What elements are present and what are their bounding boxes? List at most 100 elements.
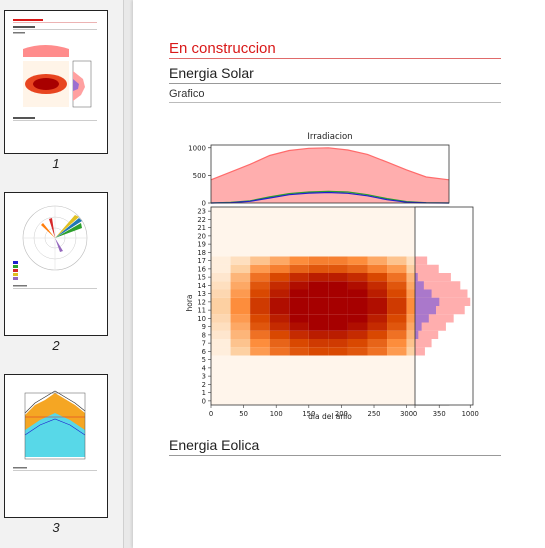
heatmap-xtick-label-4: 200 bbox=[335, 410, 348, 418]
heatmap-cell bbox=[367, 322, 388, 331]
heatmap-ytick-label-8: 8 bbox=[202, 331, 206, 339]
heatmap-cell bbox=[250, 330, 270, 339]
heatmap-cell bbox=[250, 281, 270, 290]
heatmap-cell bbox=[367, 314, 388, 323]
histogram-bar bbox=[415, 306, 436, 315]
heatmap-cell bbox=[250, 297, 270, 306]
heatmap-cell bbox=[308, 256, 329, 265]
heatmap-cell bbox=[328, 264, 348, 273]
heatmap-cell bbox=[347, 281, 368, 290]
heatmap-cell bbox=[367, 289, 388, 298]
histogram-frame bbox=[414, 206, 474, 406]
heatmap-cell bbox=[250, 347, 270, 356]
histogram-bar bbox=[415, 297, 471, 306]
histogram-bar bbox=[415, 297, 440, 306]
heatmap-xtick-label-0: 0 bbox=[209, 410, 213, 418]
heatmap-cell bbox=[289, 314, 309, 323]
histogram-bar bbox=[415, 289, 468, 298]
histogram-bar bbox=[415, 273, 418, 282]
heading-construction: En construccion bbox=[169, 40, 501, 59]
heatmap-cell bbox=[211, 264, 231, 273]
heatmap-cell bbox=[387, 264, 407, 273]
heatmap-cell bbox=[387, 306, 407, 315]
heatmap-ytick-label-23: 23 bbox=[197, 208, 206, 216]
histogram-bar bbox=[415, 339, 432, 348]
heatmap-cell bbox=[347, 314, 368, 323]
heatmap-cell bbox=[387, 347, 407, 356]
heatmap-cell bbox=[347, 289, 368, 298]
heatmap-ytick-label-9: 9 bbox=[202, 323, 206, 331]
heatmap-ytick-label-0: 0 bbox=[202, 397, 206, 405]
histogram-bar bbox=[415, 273, 451, 282]
heatmap-cell bbox=[269, 297, 290, 306]
heatmap-cell bbox=[250, 256, 270, 265]
page-thumbnail-1-preview bbox=[13, 19, 97, 121]
heatmap-cell bbox=[211, 273, 231, 282]
heatmap-cell bbox=[230, 256, 251, 265]
heatmap-cell bbox=[289, 330, 309, 339]
heatmap-cell bbox=[367, 256, 388, 265]
page-thumbnail-3-preview bbox=[13, 390, 97, 471]
heatmap-ytick-label-1: 1 bbox=[202, 389, 206, 397]
series-line-0 bbox=[210, 147, 450, 181]
heatmap-cell bbox=[230, 273, 251, 282]
heatmap-cell bbox=[211, 289, 231, 298]
heatmap-cell bbox=[230, 330, 251, 339]
heatmap-ytick-label-7: 7 bbox=[202, 340, 206, 348]
page-thumbnail-1[interactable] bbox=[4, 10, 108, 154]
heatmap-cell bbox=[269, 289, 290, 298]
heatmap-cell bbox=[211, 322, 231, 331]
heatmap-xlabel: dia del anio bbox=[308, 412, 352, 421]
page-thumbnail-3[interactable] bbox=[4, 374, 108, 518]
histogram-bar bbox=[415, 322, 422, 331]
heatmap-cell bbox=[328, 347, 348, 356]
page-number-2: 2 bbox=[52, 338, 60, 353]
top-axes: 0 500 1000 bbox=[188, 144, 450, 208]
heatmap-cell bbox=[269, 314, 290, 323]
heatmap-cell bbox=[211, 314, 231, 323]
heatmap-cell bbox=[347, 347, 368, 356]
histogram-bar bbox=[415, 289, 432, 298]
heatmap-cell bbox=[308, 273, 329, 282]
heatmap-cell bbox=[308, 281, 329, 290]
heatmap-cell bbox=[308, 264, 329, 273]
heatmap-cell bbox=[347, 297, 368, 306]
heatmap-cell bbox=[367, 273, 388, 282]
heatmap-cell bbox=[387, 314, 407, 323]
heatmap-cell bbox=[289, 347, 309, 356]
histogram-bar bbox=[415, 322, 446, 331]
heatmap-ylabel: hora bbox=[185, 294, 194, 311]
heatmap-cell bbox=[269, 339, 290, 348]
heatmap-cell bbox=[230, 289, 251, 298]
histogram-bar bbox=[415, 256, 428, 265]
heatmap-cell bbox=[347, 306, 368, 315]
heatmap-ytick-label-5: 5 bbox=[202, 356, 206, 364]
heatmap-ytick-label-10: 10 bbox=[197, 315, 206, 323]
page-thumbnail-2[interactable] bbox=[4, 192, 108, 336]
heatmap-cell bbox=[387, 281, 407, 290]
heatmap-ytick-label-3: 3 bbox=[202, 373, 206, 381]
heatmap-cell bbox=[211, 281, 231, 290]
histogram-bar bbox=[415, 264, 439, 273]
heatmap-cell bbox=[289, 322, 309, 331]
heatmap-ytick-label-17: 17 bbox=[197, 257, 206, 265]
top-ytick-label-1: 500 bbox=[193, 172, 206, 180]
heatmap-cell bbox=[328, 306, 348, 315]
heatmap-cell bbox=[387, 256, 407, 265]
histogram-bar bbox=[415, 281, 424, 290]
document-page: En construccion Energia Solar Grafico Ir… bbox=[133, 0, 545, 548]
heatmap-ytick-label-18: 18 bbox=[197, 249, 206, 257]
histogram-bar bbox=[415, 306, 465, 315]
heatmap-ytick-label-15: 15 bbox=[197, 274, 206, 282]
histogram-bar bbox=[415, 314, 429, 323]
heatmap-cell bbox=[269, 322, 290, 331]
heatmap-cell bbox=[328, 330, 348, 339]
heatmap-cell bbox=[328, 322, 348, 331]
heatmap-cell bbox=[347, 273, 368, 282]
heatmap-cell bbox=[308, 330, 329, 339]
heatmap-cell bbox=[328, 339, 348, 348]
heatmap-xtick-label-6: 300 bbox=[400, 410, 413, 418]
heatmap-xtick-label-3: 150 bbox=[302, 410, 315, 418]
heatmap-cell bbox=[269, 330, 290, 339]
